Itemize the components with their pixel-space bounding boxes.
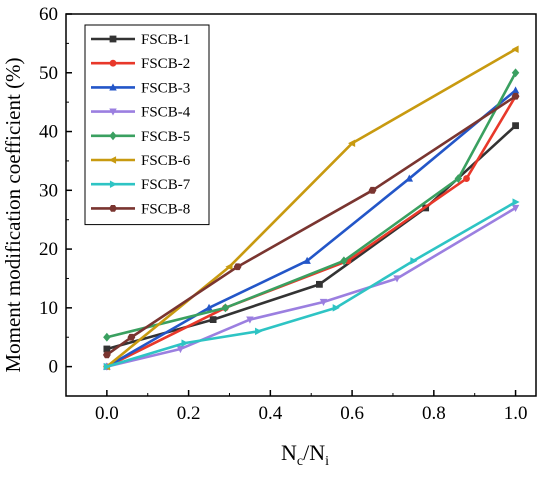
- legend-label: FSCB-5: [141, 129, 190, 145]
- legend-swatch-marker: [109, 83, 117, 91]
- legend-item: FSCB-2: [91, 56, 190, 72]
- data-point: [512, 198, 520, 206]
- y-tick-label: 50: [39, 63, 58, 84]
- x-axis-title-main: N: [281, 440, 297, 465]
- series-line: [106, 48, 517, 368]
- legend-swatch-marker: [109, 180, 118, 188]
- legend-swatch-marker: [109, 59, 117, 67]
- legend-swatch-marker: [108, 156, 117, 164]
- legend-label: FSCB-1: [141, 32, 190, 48]
- legend-item: FSCB-5: [91, 129, 190, 145]
- legend-swatch-marker: [109, 131, 117, 141]
- data-point: [511, 92, 520, 100]
- data-point: [315, 280, 323, 288]
- legend-label: FSCB-4: [141, 105, 191, 121]
- x-tick-label: 0.4: [258, 403, 282, 424]
- x-tick-label: 0.2: [177, 403, 201, 424]
- legend-item: FSCB-1: [91, 32, 190, 48]
- x-tick-label: 0.0: [95, 403, 119, 424]
- legend-label: FSCB-2: [141, 56, 190, 72]
- data-point: [181, 339, 189, 347]
- data-point: [368, 186, 377, 194]
- x-tick-label: 0.8: [422, 403, 446, 424]
- legend-swatch-marker: [109, 205, 117, 212]
- data-point: [512, 122, 519, 130]
- x-axis-title: Nc/Ni: [281, 440, 329, 469]
- y-tick-label: 20: [39, 239, 58, 260]
- data-point: [103, 345, 111, 353]
- data-point: [102, 351, 111, 359]
- series-fscb-7: [103, 198, 520, 371]
- data-point: [511, 86, 520, 94]
- data-point: [511, 45, 519, 54]
- legend-label: FSCB-7: [141, 177, 191, 193]
- legend-item: FSCB-7: [91, 177, 191, 193]
- plot-frame: [65, 13, 537, 397]
- data-point: [332, 304, 340, 312]
- legend-item: FSCB-4: [91, 105, 191, 121]
- data-point: [176, 345, 185, 354]
- x-tick-label: 1.0: [504, 403, 528, 424]
- data-point: [319, 298, 328, 307]
- legend-label: FSCB-3: [141, 80, 190, 96]
- x-tick-label: 0.6: [340, 403, 364, 424]
- series-fscb-5: [103, 68, 520, 342]
- legend-swatch-marker: [109, 35, 117, 43]
- data-point: [225, 262, 233, 271]
- legend: FSCB-1 FSCB-2 FSCB-3 FSCB-4 FSCB-5 FSCB-6 FSCB…: [84, 24, 210, 226]
- x-axis-title-sub-i: i: [325, 454, 329, 469]
- legend-item: FSCB-8: [91, 201, 190, 217]
- y-tick-label: 10: [39, 298, 58, 319]
- data-point: [127, 333, 136, 341]
- x-axis: 0.0 0.2 0.4 0.6 0.8 1.0: [95, 390, 527, 424]
- x-axis-title-sub-c: c: [297, 454, 303, 469]
- data-point: [405, 174, 414, 182]
- data-point: [233, 263, 242, 271]
- legend-item: FSCB-6: [91, 153, 191, 169]
- data-point: [221, 303, 230, 313]
- data-point: [340, 256, 348, 266]
- y-tick-label: 30: [39, 180, 58, 201]
- series-fscb-8: [102, 92, 520, 359]
- data-point: [410, 257, 418, 265]
- y-axis: 0 10 20 30 40 50 60: [39, 4, 72, 378]
- x-axis-title-slash: /N: [303, 440, 325, 465]
- data-point: [255, 327, 263, 336]
- y-tick-label: 0: [49, 357, 59, 378]
- data-point: [348, 139, 356, 148]
- data-point: [246, 316, 254, 324]
- data-point: [463, 175, 470, 182]
- series-line: [106, 200, 517, 368]
- series-layer: [102, 45, 520, 371]
- data-point: [103, 332, 111, 342]
- data-point: [511, 204, 520, 213]
- series-line: [106, 206, 517, 368]
- y-axis-title: Moment modification coefficient (%): [1, 57, 25, 372]
- y-tick-label: 40: [39, 122, 58, 143]
- data-point: [454, 174, 463, 183]
- y-tick-label: 60: [39, 4, 58, 25]
- data-point: [103, 362, 111, 371]
- legend-swatch-marker: [109, 108, 117, 116]
- legend-label: FSCB-6: [141, 153, 191, 169]
- legend-box: [84, 24, 210, 226]
- legend-item: FSCB-3: [91, 80, 190, 96]
- data-point: [205, 303, 213, 311]
- plot-area: [65, 13, 537, 397]
- data-point: [511, 68, 520, 78]
- data-point: [209, 316, 217, 323]
- data-point: [393, 275, 401, 283]
- legend-label: FSCB-8: [141, 201, 190, 217]
- data-point: [303, 256, 311, 264]
